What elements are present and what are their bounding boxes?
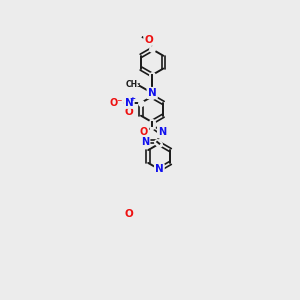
Text: N: N [155, 164, 164, 174]
Text: N: N [158, 128, 166, 137]
Text: +: + [130, 96, 135, 102]
Text: O: O [124, 209, 134, 219]
Text: +: + [130, 96, 135, 102]
Text: N: N [148, 88, 157, 98]
Text: N: N [124, 98, 134, 108]
Text: O: O [140, 128, 148, 137]
Text: N: N [148, 88, 157, 98]
Text: CH₃: CH₃ [126, 80, 142, 89]
Text: O: O [124, 107, 134, 117]
Text: O: O [144, 35, 153, 45]
Text: O⁻: O⁻ [110, 98, 123, 108]
Text: N: N [141, 137, 149, 147]
Text: N: N [124, 98, 134, 108]
